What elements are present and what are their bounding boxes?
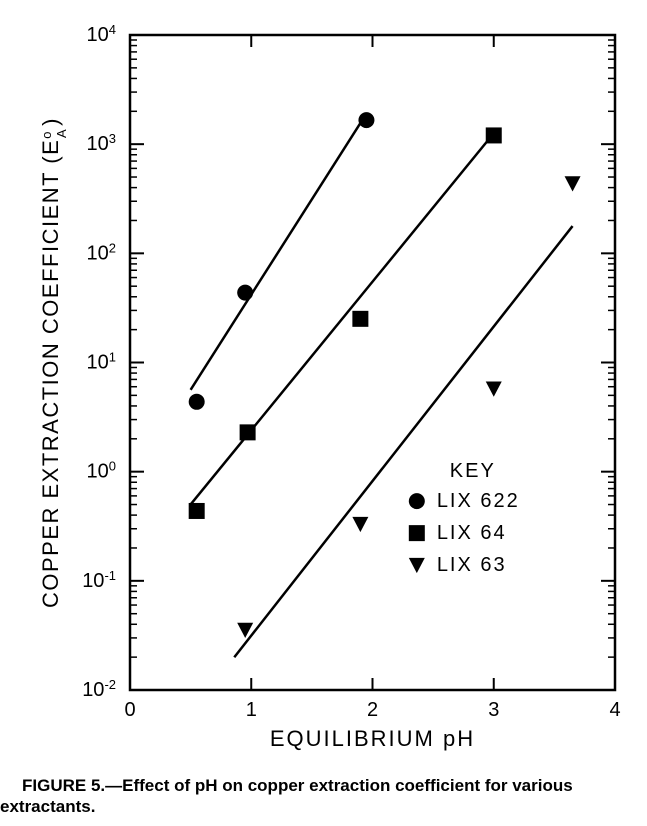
data-point — [486, 382, 502, 397]
x-tick-label: 3 — [488, 699, 499, 721]
data-point — [240, 424, 256, 440]
chart-svg: 0 1 2 3 4 10-2 10-1 100 101 102 103 104 EQUILIBRIUM … — [20, 10, 630, 760]
data-point — [565, 176, 581, 191]
data-point — [486, 127, 502, 143]
y-tick-label: 10-2 — [82, 677, 116, 702]
x-tick-label: 2 — [367, 699, 378, 721]
chart-container: 0 1 2 3 4 10-2 10-1 100 101 102 103 104 EQUILIBRIUM … — [20, 10, 630, 760]
x-axis-label: EQUILIBRIUM pH — [270, 726, 475, 751]
y-axis-label: COPPER EXTRACTION COEFFICIENT (EoA) — [38, 117, 69, 608]
legend-item: LIX 622 — [409, 490, 520, 512]
data-point — [352, 517, 368, 532]
series-line — [234, 226, 572, 657]
series-line — [191, 114, 367, 390]
y-tick-label: 102 — [87, 240, 116, 264]
legend-label: LIX 64 — [437, 522, 507, 544]
data-point — [358, 112, 374, 128]
x-tick-label: 4 — [609, 699, 620, 721]
x-tick-label: 0 — [124, 699, 135, 721]
legend-item: LIX 63 — [409, 554, 507, 576]
y-tick-label: 103 — [87, 131, 116, 156]
data-point — [189, 503, 205, 519]
figure-caption: FIGURE 5.—Effect of pH on copper extract… — [0, 775, 647, 818]
legend-label: LIX 622 — [437, 490, 520, 512]
data-point — [352, 311, 368, 327]
legend-label: LIX 63 — [437, 554, 507, 576]
legend: KEY LIX 622 LIX 64 LIX 63 — [409, 460, 520, 576]
legend-title: KEY — [450, 460, 496, 482]
data-point — [237, 285, 253, 301]
x-tick-label: 1 — [246, 699, 257, 721]
y-tick-label: 10-1 — [82, 567, 116, 592]
data-point — [189, 394, 205, 410]
page: 0 1 2 3 4 10-2 10-1 100 101 102 103 104 EQUILIBRIUM … — [0, 0, 647, 826]
y-tick-label: 100 — [87, 458, 116, 483]
y-tick-label: 104 — [87, 22, 116, 47]
legend-item: LIX 64 — [409, 522, 507, 544]
y-tick-label: 101 — [87, 349, 116, 374]
